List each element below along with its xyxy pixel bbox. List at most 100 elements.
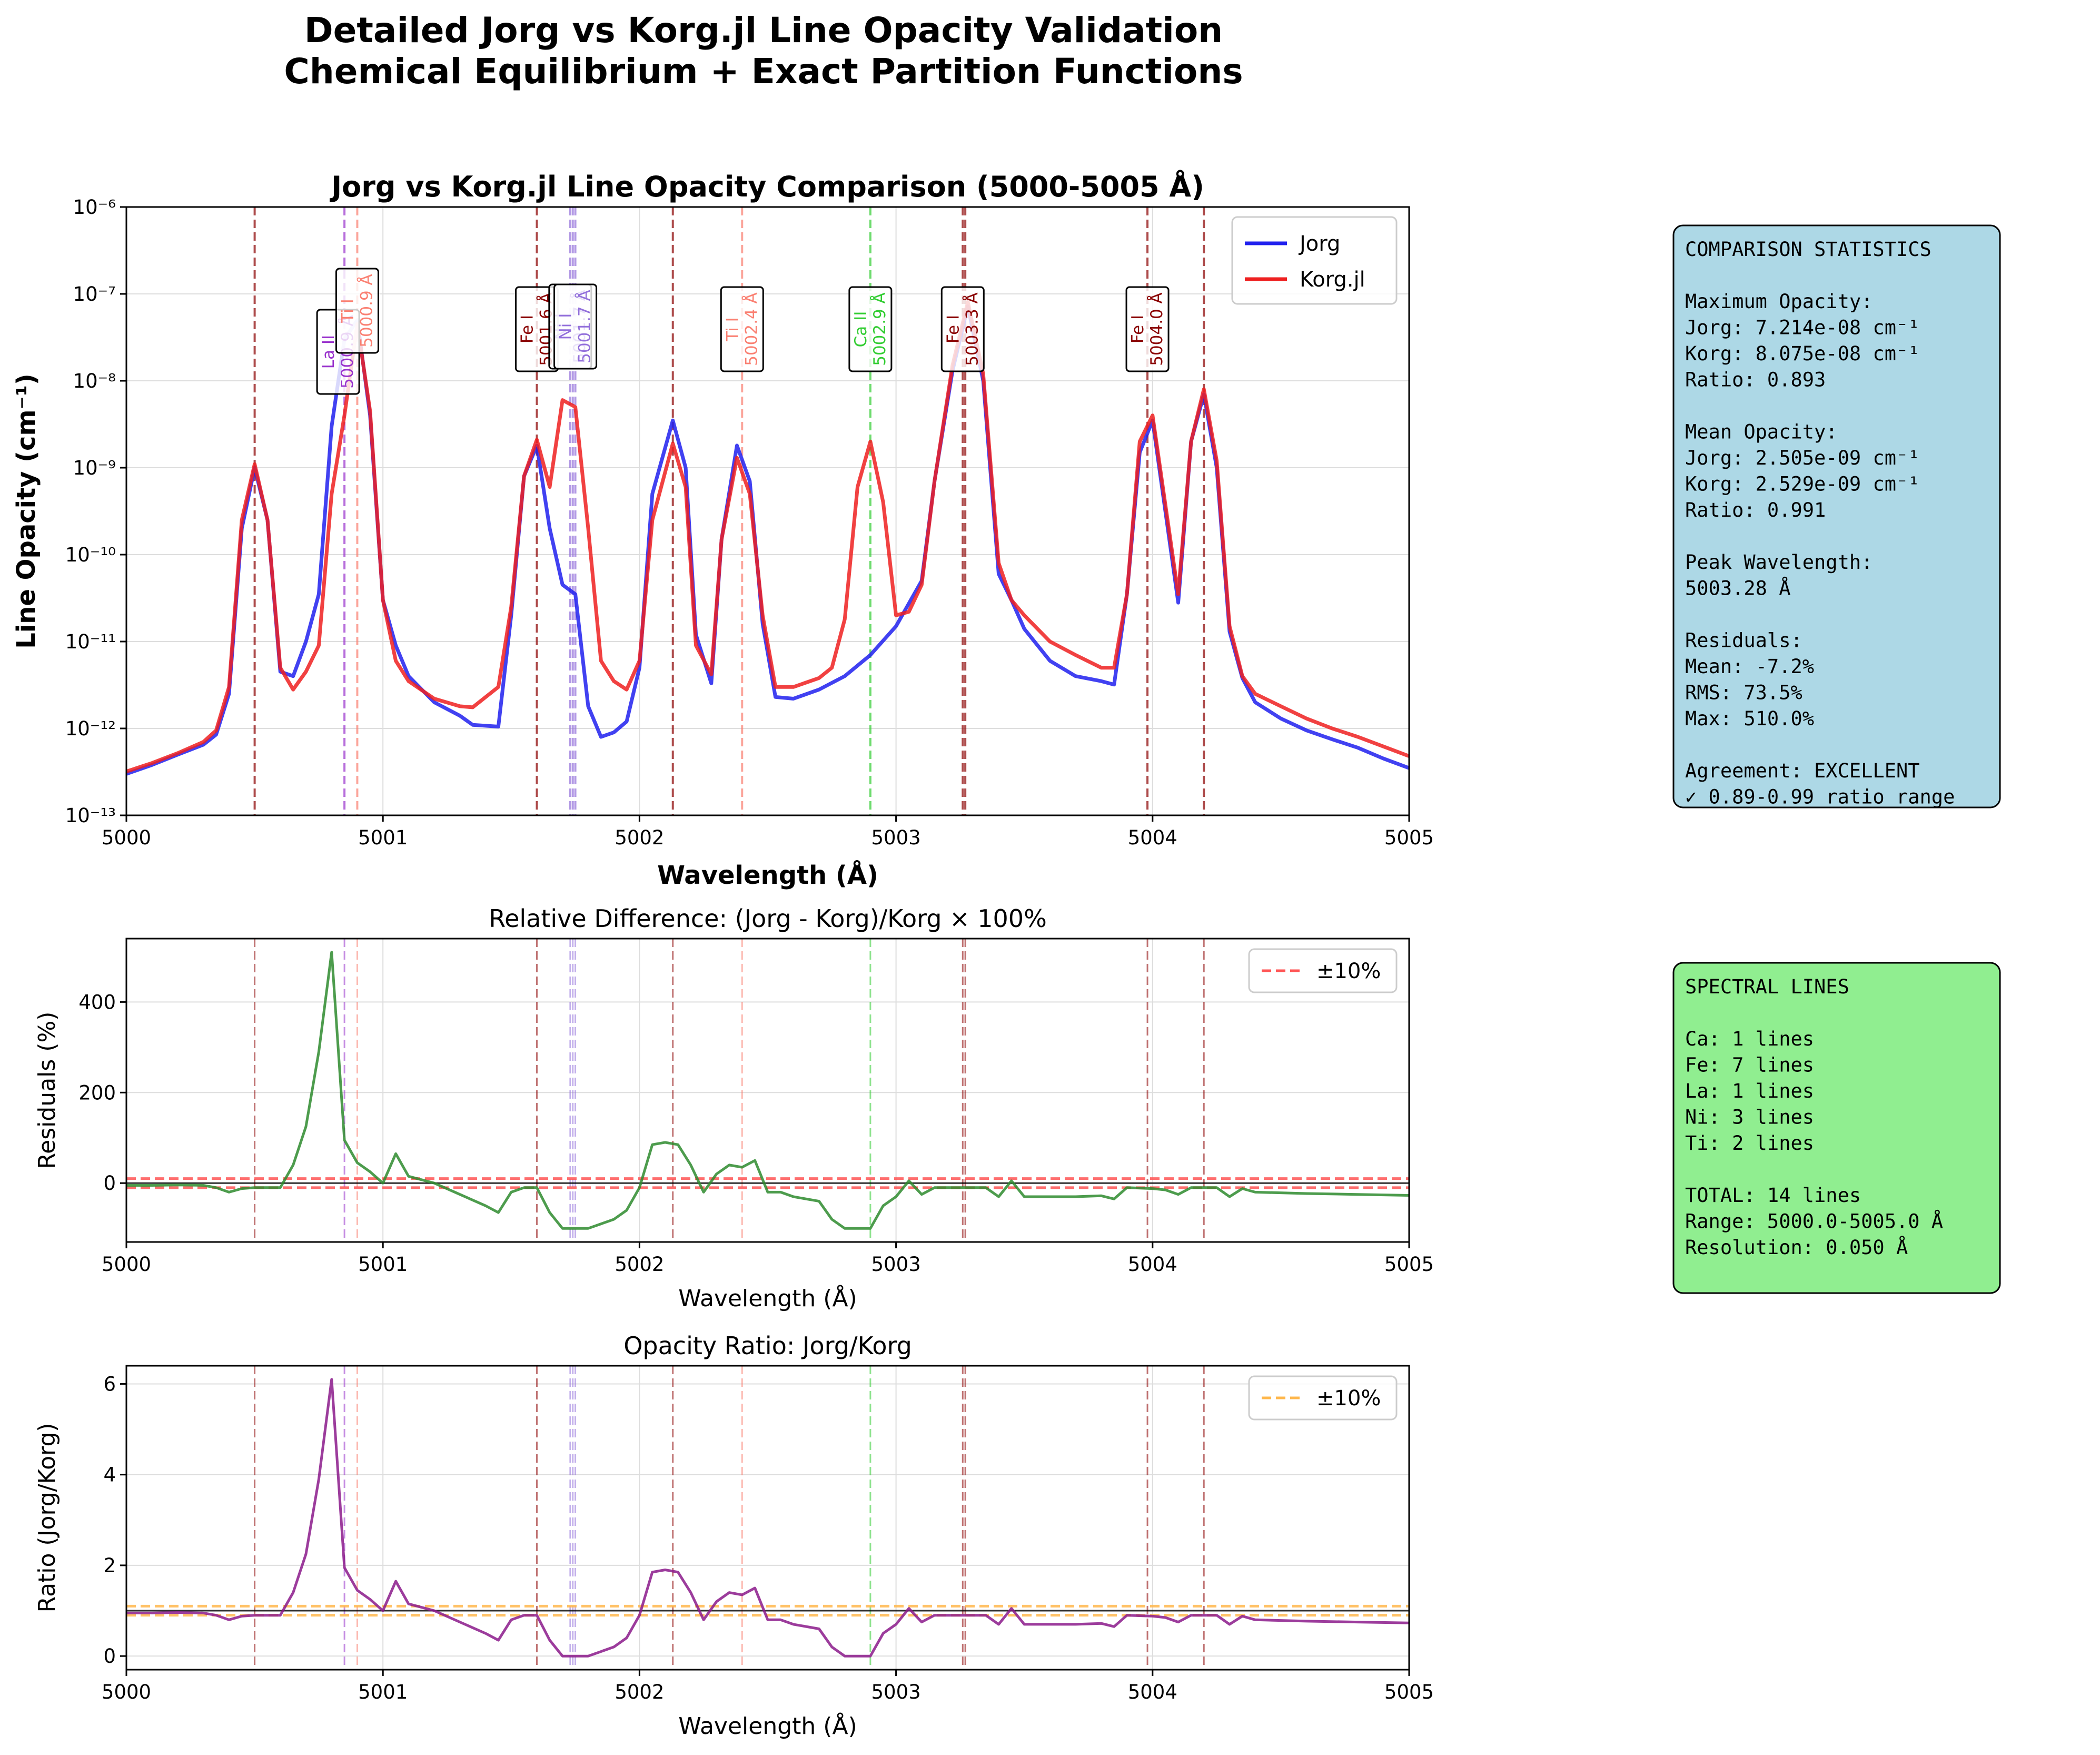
x-tick-label: 5002 [615,1681,664,1703]
text-box-line: Korg: 8.075e-08 cm⁻¹ [1685,342,1920,365]
y-axis-label: Ratio (Jorg/Korg) [34,1423,61,1612]
x-axis-label: Wavelength (Å) [678,1284,857,1312]
x-tick-label: 5003 [871,826,921,849]
legend: ±10% [1248,1375,1398,1421]
x-tick-label: 5004 [1128,1681,1177,1703]
spectral-line-label-text: 5001.7 Å [576,290,595,363]
text-box-line: Mean Opacity: [1685,421,1838,443]
residuals-panel: 5000 5001 5002 5003 5004 5005 0 200 400 Relative … [34,904,1434,1312]
legend: Jorg Korg.jl [1231,216,1398,305]
spectral-line-label-text: 5002.4 Å [742,292,761,366]
x-tick-label: 5004 [1128,826,1177,849]
series-line-korg-jl [126,300,1409,774]
spectral-line-label-text: Fe I [1128,315,1147,343]
legend-label: ±10% [1316,959,1381,983]
legend-label: Korg.jl [1300,268,1365,292]
y-tick-label: 400 [78,991,116,1013]
spectral-lines-box: SPECTRAL LINES Ca: 1 lines Fe: 7 lines La: … [1672,962,2001,1294]
text-box-line: La: 1 lines [1685,1080,1814,1102]
text-box-line: Ni: 3 lines [1685,1106,1814,1129]
text-box-line: Ratio: 0.893 [1685,369,1826,391]
text-box-line: SPECTRAL LINES [1685,975,1849,998]
text-box-line: 5003.28 Å [1685,577,1790,600]
x-tick-label: 5001 [358,826,408,849]
legend: ±10% [1248,948,1398,993]
x-tick-label: 5001 [358,1681,408,1703]
text-box-background [1672,224,2001,809]
x-tick-label: 5000 [102,1253,151,1276]
y-tick-label: 10⁻¹¹ [65,630,116,653]
panel-title: Jorg vs Korg.jl Line Opacity Comparison … [329,170,1204,203]
text-box-line: TOTAL: 14 lines [1685,1184,1861,1207]
x-tick-label: 5000 [102,1681,151,1703]
x-tick-label: 5005 [1384,826,1434,849]
text-box-line: Resolution: 0.050 Å [1685,1236,1908,1259]
text-box-line: RMS: 73.5% [1685,682,1802,704]
y-tick-label: 10⁻⁹ [73,457,116,479]
spectral-line-label: Ti I 5002.4 Å [720,286,764,372]
axes-frame [125,206,1410,816]
spectral-line-label: Ti I 5000.9 Å [335,268,379,354]
spectral-line-label-text: Ni I [557,313,576,340]
text-box-line: Max: 510.0% [1685,707,1814,730]
x-tick-label: 5003 [871,1253,921,1276]
text-box-line: Ca: 1 lines [1685,1028,1814,1050]
spectral-line-label-text: 5002.9 Å [870,292,889,366]
y-axis-label: Residuals (%) [34,1012,61,1169]
axes-frame [125,938,1410,1243]
y-tick-label: 10⁻¹³ [65,804,116,827]
series-line-data [126,1378,1409,1658]
text-box-line: Maximum Opacity: [1685,290,1873,313]
spectral-line-label-text: 5004.0 Å [1147,292,1166,366]
x-tick-label: 5005 [1384,1681,1434,1703]
spectral-line-label-text: Fe I [944,315,963,343]
spectral-line-label: Ca II 5002.9 Å [848,286,893,372]
spectral-line-label-text: Ca II [851,311,870,348]
grid [126,1366,1410,1670]
text-box-line: Jorg: 2.505e-09 cm⁻¹ [1685,447,1920,469]
text-box-line: COMPARISON STATISTICS [1685,238,1931,261]
text-box-line: Agreement: EXCELLENT [1685,760,1920,782]
text-box-line: Fe: 7 lines [1685,1054,1814,1077]
spectral-line-label-text: Ti I [723,317,742,342]
y-tick-label: 10⁻⁶ [73,196,116,219]
x-axis-label: Wavelength (Å) [657,860,878,890]
spectral-line-label: Fe I 5003.3 Å [940,286,985,372]
spectral-line-label-text: 5000.9 Å [357,274,376,348]
y-tick-label: 10⁻¹² [65,717,116,740]
spectral-line-label-text: Fe I [518,315,537,343]
comparison-statistics-box: COMPARISON STATISTICS Maximum Opacity: Jo… [1672,224,2001,809]
text-box-line: ✓ 0.89-0.99 ratio range [1685,786,1955,809]
legend-label: ±10% [1316,1386,1381,1411]
spectral-line-label-text: 5003.3 Å [963,292,982,366]
text-box-line: Ratio: 0.991 [1685,499,1826,521]
panel-title: Opacity Ratio: Jorg/Korg [623,1332,912,1360]
series-line-data [126,951,1409,1230]
text-box-background [1672,962,2001,1294]
text-box-line: Ti: 2 lines [1685,1132,1814,1155]
spectral-line-label-text: Ti I [338,299,357,323]
y-tick-label: 2 [103,1554,116,1577]
text-box-line: Korg: 2.529e-09 cm⁻¹ [1685,473,1920,496]
y-tick-label: 10⁻¹⁰ [65,544,116,566]
y-tick-label: 6 [103,1373,116,1395]
ratio-panel: 5000 5001 5002 5003 5004 5005 0 2 4 6 Opacity Rati… [34,1332,1434,1740]
y-tick-label: 200 [78,1081,116,1104]
y-tick-label: 0 [103,1645,116,1668]
axes-frame [125,1365,1410,1671]
x-tick-label: 5001 [358,1253,408,1276]
y-tick-label: 10⁻⁷ [73,283,116,305]
x-tick-label: 5002 [615,826,664,849]
spectral-line-label-text: La II [319,335,338,369]
spectral-line-label: Fe I 5004.0 Å [1125,286,1170,372]
y-tick-label: 4 [103,1464,116,1486]
figure-title-line2: Chemical Equilibrium + Exact Partition F… [284,51,1243,92]
x-tick-label: 5004 [1128,1253,1177,1276]
text-box-line: Mean: -7.2% [1685,655,1814,678]
text-box-line: Peak Wavelength: [1685,551,1873,574]
text-box-line: Jorg: 7.214e-08 cm⁻¹ [1685,317,1920,339]
x-axis-label: Wavelength (Å) [678,1712,857,1740]
